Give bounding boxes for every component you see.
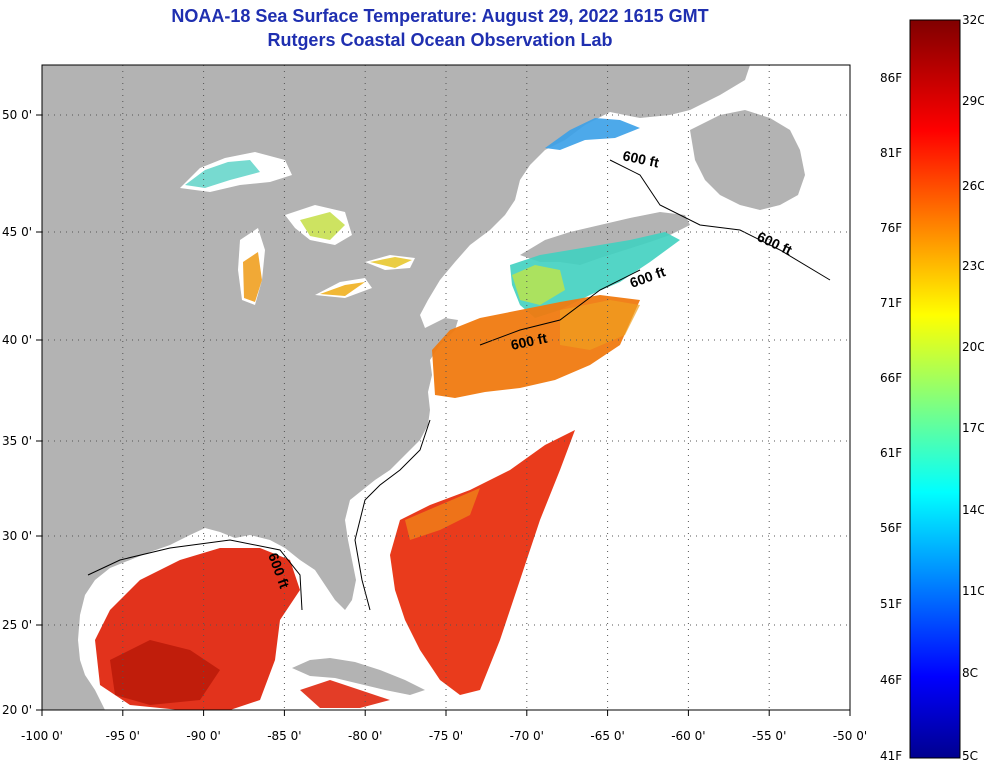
lon-tick-label: -55 0'	[752, 729, 786, 743]
lat-tick-label: 45 0'	[2, 225, 32, 239]
lon-tick-label: -95 0'	[106, 729, 140, 743]
lat-tick-label: 20 0'	[2, 703, 32, 717]
sst-lake-superior	[185, 160, 260, 188]
colorbar-f-label: 61F	[880, 446, 902, 460]
colorbar-fahrenheit-labels: 86F 81F 76F 71F 66F 61F 56F 51F 46F 41F	[880, 71, 902, 763]
colorbar-c-label: 29C	[962, 94, 984, 108]
land-newfoundland	[690, 110, 805, 210]
colorbar-f-label: 66F	[880, 371, 902, 385]
colorbar-c-label: 17C	[962, 421, 984, 435]
lon-tick-label: -85 0'	[267, 729, 301, 743]
sst-caribbean	[300, 680, 390, 708]
lon-tick-label: -80 0'	[348, 729, 382, 743]
sst-lake-michigan	[243, 252, 262, 302]
latitude-axis: 50 0' 45 0' 40 0' 35 0' 30 0' 25 0' 20 0'	[2, 108, 42, 717]
colorbar-f-label: 56F	[880, 521, 902, 535]
sst-gulf-stream-orange	[405, 488, 480, 540]
lon-tick-label: -70 0'	[510, 729, 544, 743]
sst-gulf-of-maine-yellowgreen	[512, 265, 565, 305]
colorbar-f-label: 76F	[880, 221, 902, 235]
colorbar-c-label: 14C	[962, 503, 984, 517]
land-cuba	[292, 658, 425, 695]
colorbar-c-label: 23C	[962, 259, 984, 273]
colorbar-c-label: 11C	[962, 584, 984, 598]
lat-tick-label: 50 0'	[2, 108, 32, 122]
colorbar-c-label: 8C	[962, 666, 978, 680]
contour-label-600ft-4: 600 ft	[509, 330, 548, 353]
contour-label-600ft-1: 600 ft	[621, 147, 660, 170]
colorbar-celsius-labels: 32C 29C 26C 23C 20C 17C 14C 11C 8C 5C	[962, 13, 984, 763]
temperature-colorbar	[909, 19, 961, 759]
colorbar-f-label: 51F	[880, 597, 902, 611]
land-yucatan	[42, 610, 70, 710]
colorbar-f-label: 86F	[880, 71, 902, 85]
sst-st-lawrence	[545, 118, 640, 150]
colorbar-c-label: 32C	[962, 13, 984, 27]
chart-subtitle: Rutgers Coastal Ocean Observation Lab	[267, 30, 613, 50]
colorbar-c-label: 5C	[962, 749, 978, 763]
colorbar-f-label: 81F	[880, 146, 902, 160]
lat-tick-label: 40 0'	[2, 333, 32, 347]
contour-lines	[87, 159, 831, 611]
colorbar-f-label: 46F	[880, 673, 902, 687]
longitude-axis: -100 0' -95 0' -90 0' -85 0' -80 0' -75 0' -70…	[21, 710, 867, 743]
land-north-america	[42, 65, 750, 710]
lon-tick-label: -50 0'	[833, 729, 867, 743]
map-area	[42, 65, 850, 710]
lat-tick-label: 25 0'	[2, 618, 32, 632]
lat-tick-label: 30 0'	[2, 529, 32, 543]
lon-tick-label: -65 0'	[590, 729, 624, 743]
chart-title: NOAA-18 Sea Surface Temperature: August …	[171, 6, 709, 26]
sst-lake-ontario	[370, 257, 412, 268]
lon-tick-label: -90 0'	[186, 729, 220, 743]
lon-tick-label: -100 0'	[21, 729, 63, 743]
colorbar-c-label: 26C	[962, 179, 984, 193]
colorbar-c-label: 20C	[962, 340, 984, 354]
sst-lake-huron	[300, 212, 345, 240]
lon-tick-label: -75 0'	[429, 729, 463, 743]
sst-gulf-of-mexico-dark	[110, 640, 220, 705]
sst-mid-atlantic-orange2	[560, 300, 640, 350]
lon-tick-label: -60 0'	[671, 729, 705, 743]
sst-gulf-stream	[390, 430, 575, 695]
colorbar-f-label: 71F	[880, 296, 902, 310]
sst-lake-erie	[320, 282, 365, 296]
colorbar-f-label: 41F	[880, 749, 902, 763]
lat-tick-label: 35 0'	[2, 434, 32, 448]
